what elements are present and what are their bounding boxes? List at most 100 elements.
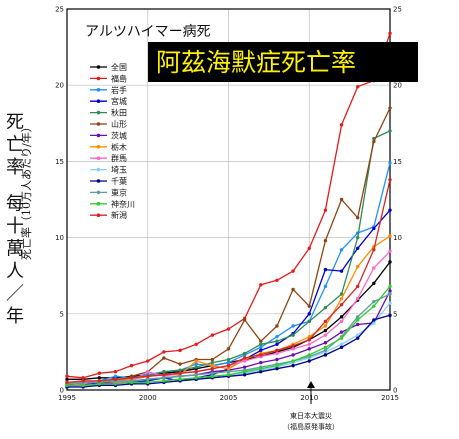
data-point [307,342,311,346]
data-point [291,333,295,337]
data-point [388,289,392,293]
data-point [178,374,182,378]
legend-item: 東京 [90,187,127,197]
data-point [226,357,231,362]
legend-label: 全国 [111,62,127,72]
data-point [162,379,166,383]
legend-item: 全国 [90,62,127,72]
data-point [323,238,328,243]
data-point [275,334,279,339]
legend-item: 茨城 [90,130,127,140]
data-point [275,339,279,343]
legend-label: 神奈川 [111,199,135,209]
data-point [356,246,360,250]
data-point [356,284,360,289]
data-point [388,161,392,165]
data-point [113,377,118,382]
legend-marker [96,202,101,206]
data-point [372,139,376,144]
legend-label: 山形 [111,119,127,129]
y-axis-label-side: 死亡率每十萬人／年 [6,112,24,327]
data-point [178,371,182,375]
data-point [275,278,279,282]
data-point [226,363,231,368]
data-point [307,304,311,308]
legend-marker [96,76,101,81]
data-point [259,348,263,353]
data-point [113,370,118,374]
data-point [97,382,102,386]
data-point [259,345,263,350]
y-tick-label: 0 [60,387,64,395]
data-point [372,226,376,231]
data-point [356,318,360,322]
data-point [210,333,215,337]
data-point [65,383,69,388]
data-point [323,319,328,324]
data-point [372,248,376,252]
y-tick-label-right: 20 [393,82,402,90]
data-point [372,318,376,322]
data-point [194,359,198,363]
data-point [291,363,295,368]
data-point [307,319,311,324]
data-point [307,246,311,250]
data-point [146,370,150,374]
legend-label: 栃木 [111,142,127,152]
data-point [307,347,311,351]
y-tick-label: 5 [60,310,64,318]
data-point [388,313,392,318]
data-point [307,353,311,357]
data-point [356,322,360,327]
data-point [388,177,392,182]
legend-marker [96,122,101,126]
data-point [146,374,150,378]
data-point [339,248,344,252]
x-tick-label: 2000 [139,394,157,402]
data-point [242,318,247,322]
y-tick-label-right: 25 [393,6,402,14]
data-point [242,359,247,363]
data-point [259,370,263,374]
data-point [388,129,392,133]
data-point [178,362,182,366]
data-point [388,106,392,110]
data-point [372,299,376,304]
data-point [275,324,279,328]
data-point [259,342,263,346]
legend-item: 栃木 [90,142,127,152]
legend-marker [96,110,101,115]
data-point [388,249,392,254]
x-tick-labels: 1995 2000 2005 2010 2015 [58,394,399,402]
overlay-title: 阿茲海默症死亡率 [156,48,356,77]
data-point [323,341,328,345]
data-point [339,269,344,273]
legend-marker [96,190,101,195]
data-point [97,376,102,380]
data-point [259,366,263,371]
series-12 [65,284,392,388]
data-point [356,235,360,240]
data-point [291,287,295,292]
annotation-line-2: （福島原発事故） [283,422,339,431]
data-point [307,359,311,363]
data-point [210,371,215,375]
legend-marker [96,213,101,217]
legend-label: 新潟 [111,210,127,220]
data-point [356,216,360,220]
legend-item: 千葉 [90,176,127,186]
series-lines [65,31,392,389]
y-axis-label: 死亡率（10万人あたり/年） [19,121,33,260]
data-point [339,296,344,301]
data-point [162,356,166,360]
legend-label: 千葉 [111,176,127,186]
data-point [178,368,182,372]
y-tick-label: 15 [55,158,64,166]
data-point [388,31,392,36]
data-point [194,342,198,346]
y-tick-label: 10 [55,234,64,242]
overlay-banner-background [148,42,418,82]
legend-marker [96,145,101,149]
data-point [307,312,311,316]
